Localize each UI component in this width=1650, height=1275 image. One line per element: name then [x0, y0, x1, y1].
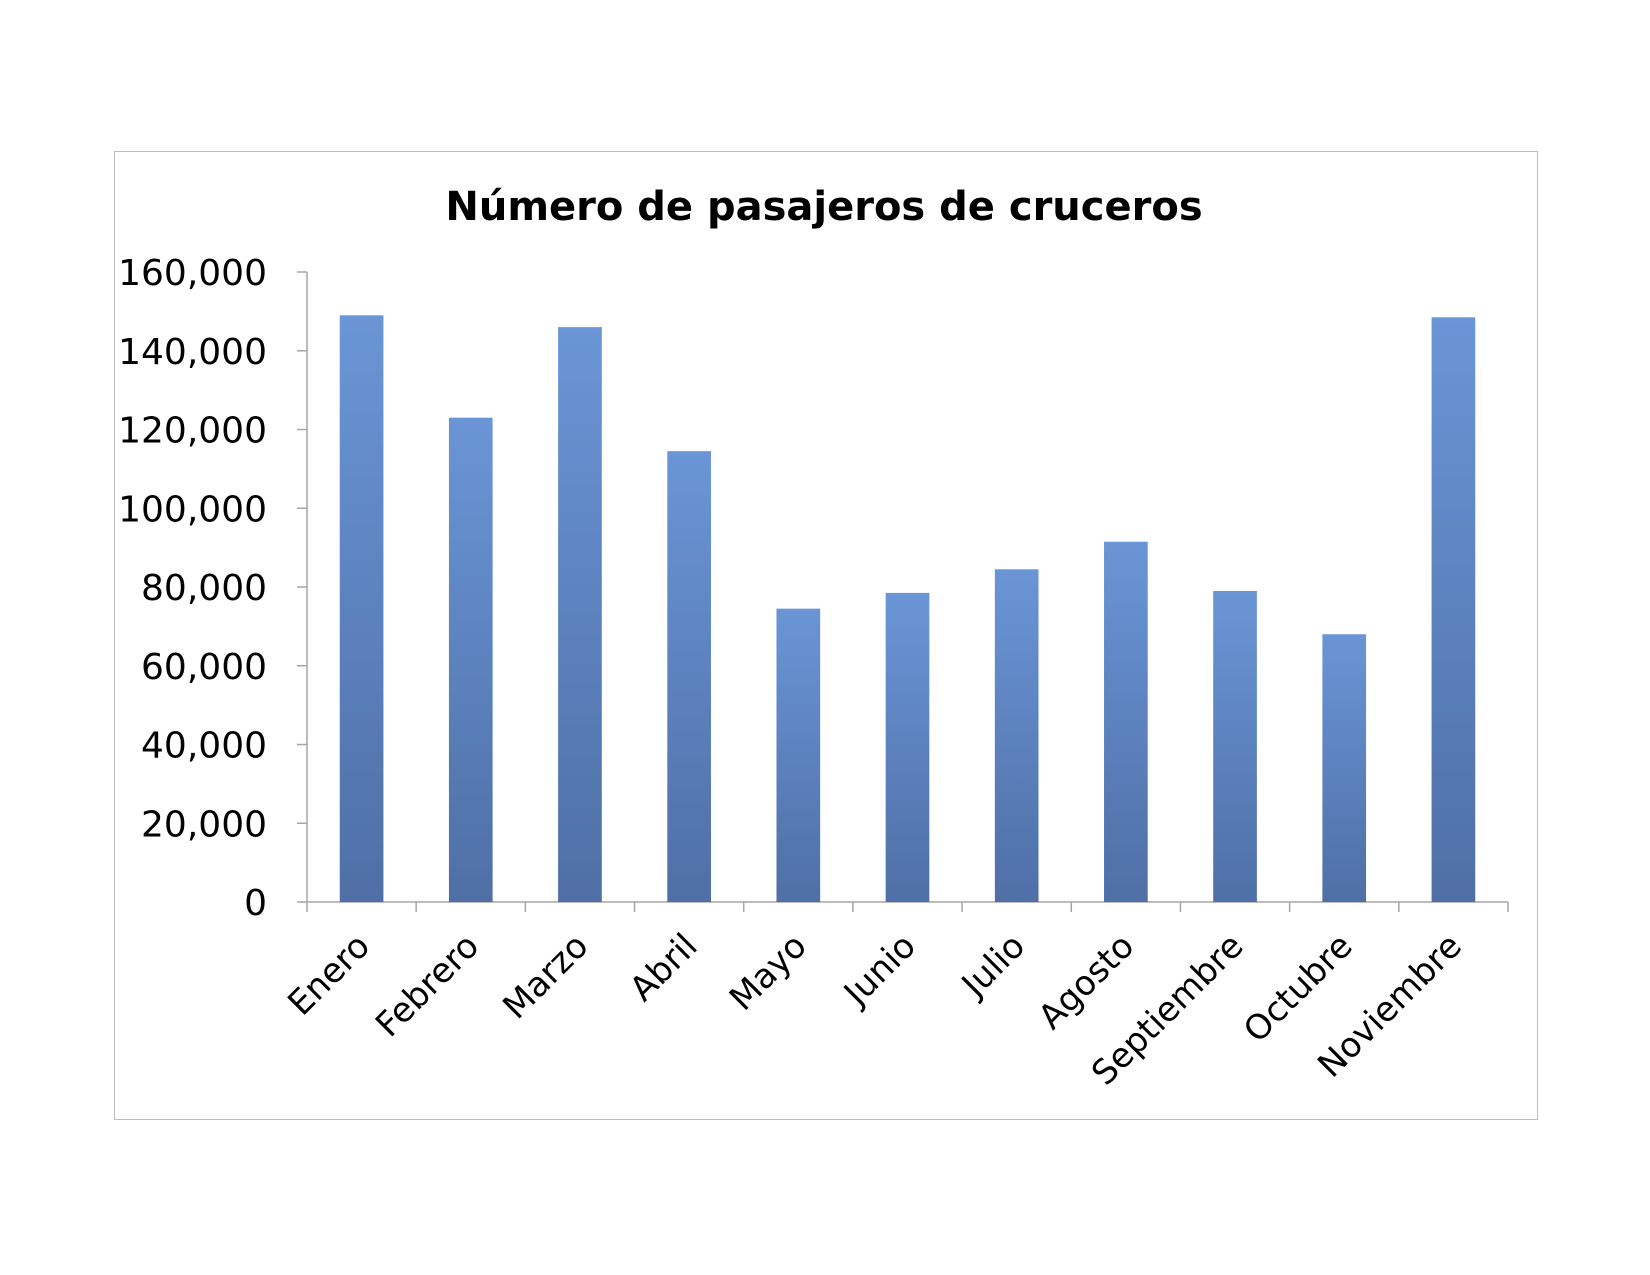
x-tick-label: Mayo — [722, 926, 815, 1019]
x-tick-label: Abril — [622, 926, 705, 1009]
x-tick-label: Enero — [280, 926, 378, 1024]
bar-noviembre — [1431, 317, 1476, 902]
y-tick-label: 20,000 — [141, 804, 267, 845]
chart-title: Número de pasajeros de cruceros — [445, 184, 1202, 230]
x-tick-label: Febrero — [368, 926, 487, 1045]
bar-julio — [994, 569, 1039, 902]
y-tick-label: 40,000 — [141, 726, 267, 767]
y-tick-label: 80,000 — [141, 568, 267, 609]
bars — [339, 315, 1476, 902]
x-tick-label: Agosto — [1031, 926, 1142, 1037]
y-tick-label: 140,000 — [118, 332, 267, 373]
x-tick-label: Julio — [953, 926, 1033, 1006]
y-tick-label: 100,000 — [118, 489, 267, 530]
y-tick-label: 120,000 — [118, 411, 267, 452]
bar-enero — [339, 315, 384, 902]
x-tick-label: Marzo — [495, 926, 596, 1027]
bar-febrero — [448, 417, 493, 902]
bar-octubre — [1322, 634, 1367, 902]
x-tick-label: Junio — [835, 926, 924, 1015]
y-tick-label: 160,000 — [118, 253, 267, 294]
bar-mayo — [776, 608, 821, 902]
bar-marzo — [558, 327, 602, 902]
bar-junio — [885, 592, 930, 902]
bar-abril — [667, 451, 711, 902]
y-tick-label: 60,000 — [141, 647, 267, 688]
bar-agosto — [1104, 541, 1148, 902]
y-tick-labels: 0 20,000 40,000 60,000 80,000 100,000 120,000 1… — [118, 253, 267, 924]
y-tick-label: 0 — [244, 883, 267, 924]
bar-septiembre — [1213, 590, 1257, 902]
